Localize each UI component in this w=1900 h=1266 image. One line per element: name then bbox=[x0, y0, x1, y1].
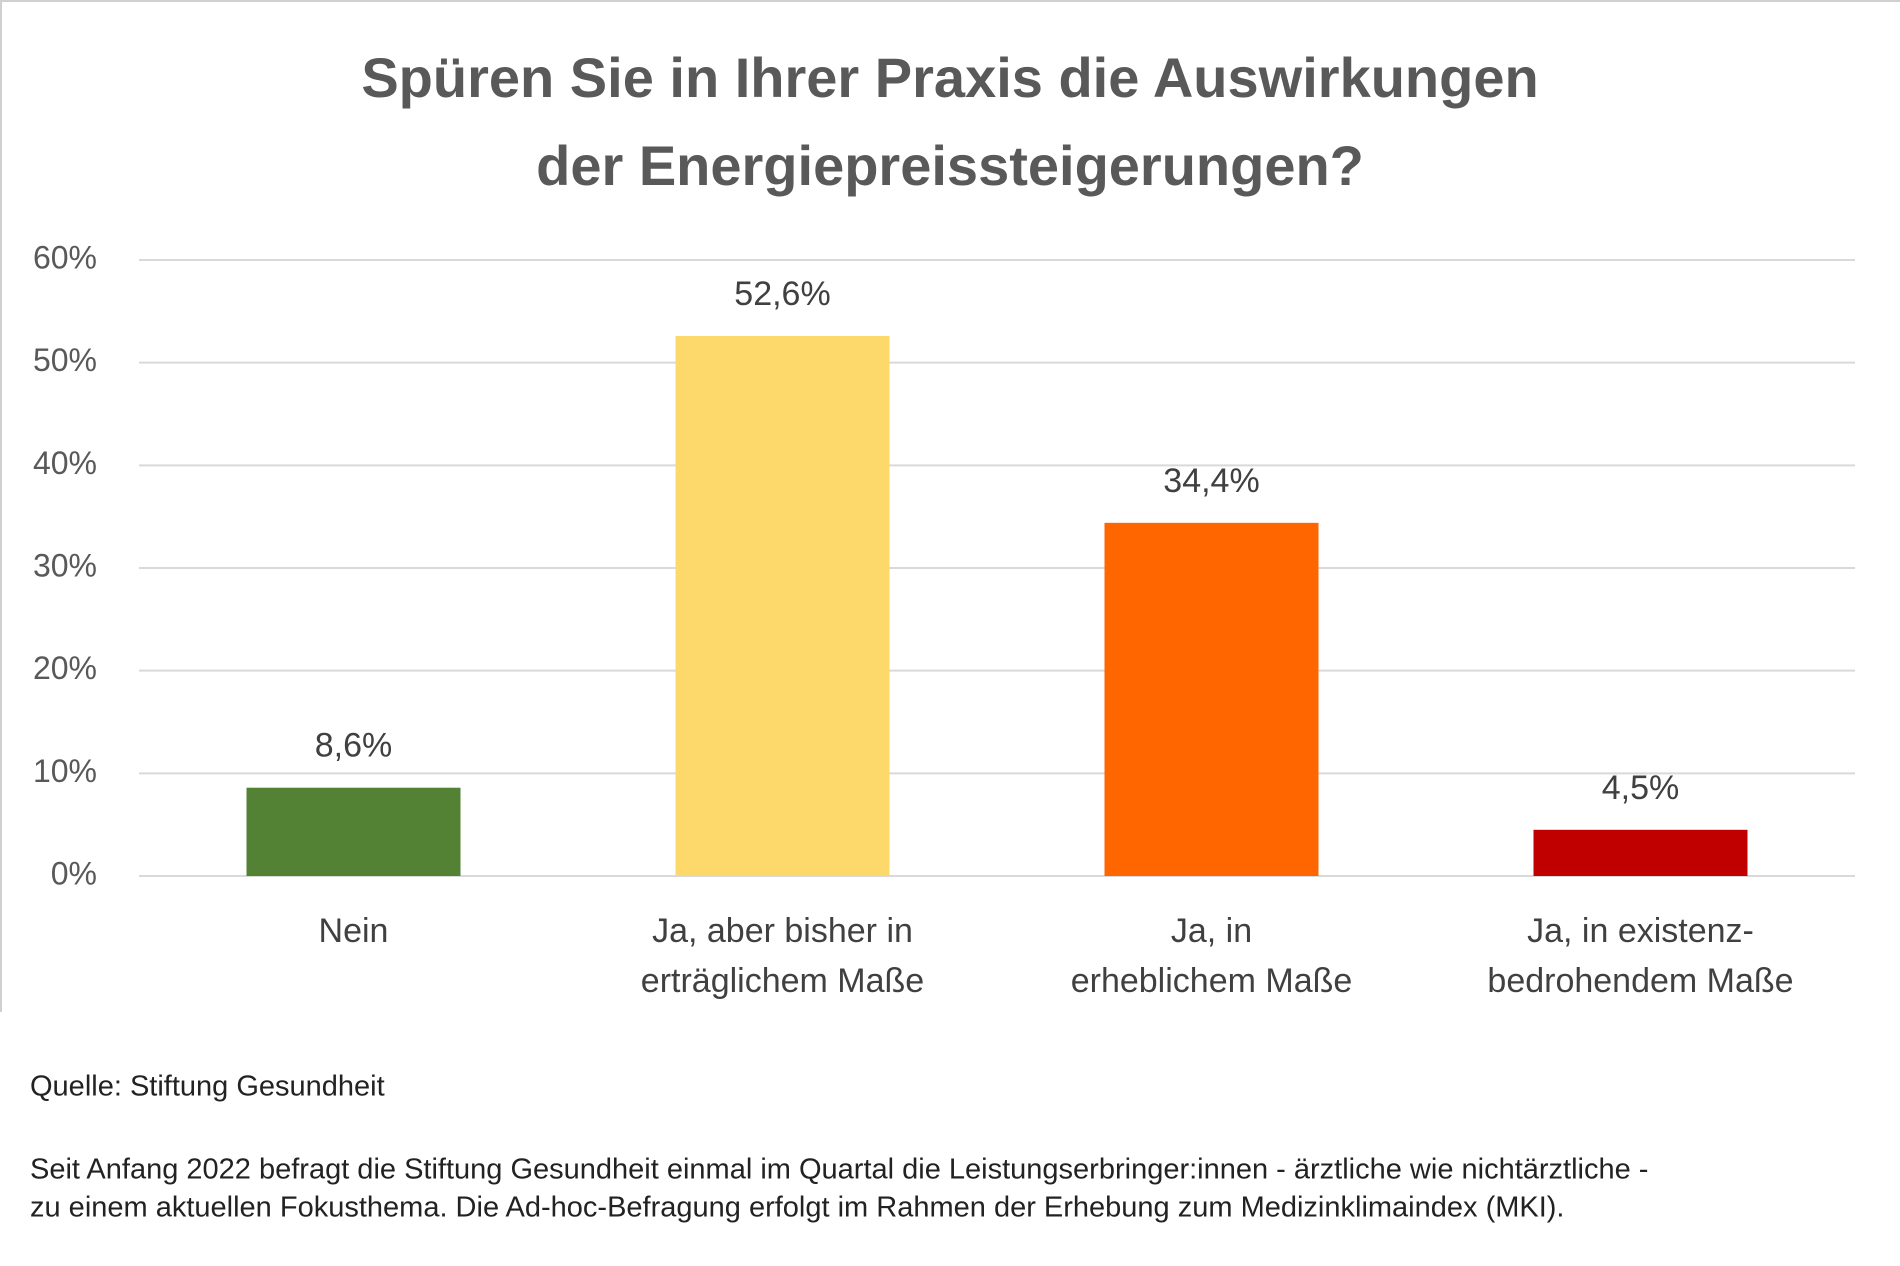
bar bbox=[1104, 522, 1319, 876]
data-label: 34,4% bbox=[1163, 462, 1259, 500]
y-tick-label: 20% bbox=[33, 650, 97, 686]
y-tick-label: 10% bbox=[33, 753, 97, 789]
y-tick-label: 60% bbox=[33, 239, 97, 275]
x-tick-label: Ja, in bbox=[1171, 912, 1252, 950]
x-tick-label: erträglichem Maße bbox=[641, 962, 924, 1000]
note: Seit Anfang 2022 befragt die Stiftung Ge… bbox=[30, 1154, 1648, 1186]
source: Quelle: Stiftung Gesundheit bbox=[30, 1071, 385, 1103]
x-tick-label: erheblichem Maße bbox=[1071, 962, 1353, 1000]
y-tick-label: 30% bbox=[33, 547, 97, 583]
bar bbox=[1533, 829, 1748, 876]
chart-title: Spüren Sie in Ihrer Praxis die Auswirkun… bbox=[361, 46, 1538, 109]
x-tick-label: Ja, in existenz- bbox=[1527, 912, 1754, 950]
y-tick-label: 0% bbox=[51, 855, 97, 891]
data-label: 8,6% bbox=[315, 727, 393, 765]
data-label: 4,5% bbox=[1602, 769, 1680, 807]
bar bbox=[675, 335, 890, 876]
chart-title: der Energiepreissteigerungen? bbox=[536, 134, 1364, 197]
y-tick-label: 40% bbox=[33, 445, 97, 481]
x-tick-label: Nein bbox=[319, 912, 389, 950]
x-tick-label: Ja, aber bisher in bbox=[652, 912, 913, 950]
data-label: 52,6% bbox=[734, 275, 830, 313]
x-tick-label: bedrohendem Maße bbox=[1487, 962, 1793, 1000]
bar bbox=[246, 787, 461, 876]
y-tick-label: 50% bbox=[33, 342, 97, 378]
note: zu einem aktuellen Fokusthema. Die Ad-ho… bbox=[30, 1192, 1565, 1224]
